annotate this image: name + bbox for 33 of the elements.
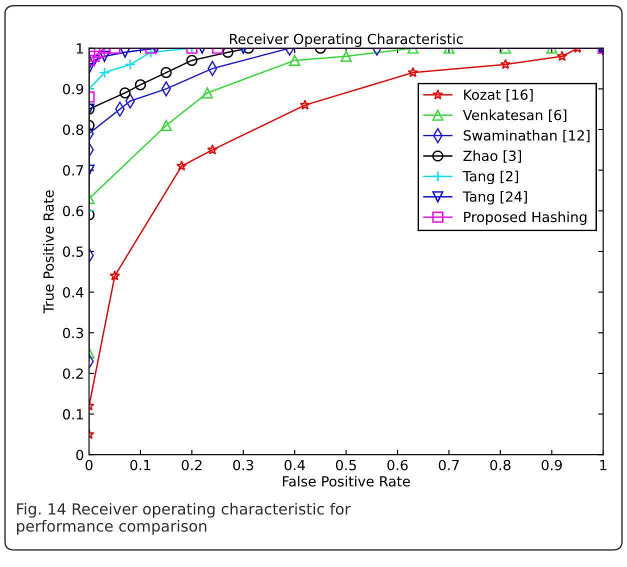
- x-tick-label: 0.5: [336, 460, 356, 470]
- y-tick-label: 0.5: [63, 246, 83, 257]
- legend-label: Venkatesan [6]: [462, 110, 566, 122]
- legend-label: Swaminathan [12]: [464, 130, 590, 142]
- y-tick-label: 1: [76, 43, 83, 54]
- x-tick-label: 0.6: [387, 460, 408, 470]
- x-tick-label: 0.2: [182, 460, 202, 470]
- y-tick-label: 0.1: [63, 409, 83, 420]
- x-tick-label: 0.7: [438, 460, 459, 470]
- y-tick-label: 0.8: [63, 124, 84, 135]
- x-tick-label: 0.8: [490, 460, 510, 470]
- x-axis-title: False Positive Rate: [282, 476, 410, 487]
- y-tick-label: 0.9: [63, 84, 84, 94]
- y-tick-label: 0.6: [63, 206, 84, 216]
- y-tick-label: 0.4: [63, 287, 84, 298]
- caption: Fig. 14 Receiver operating characteristic for performance comparison: [17, 502, 351, 535]
- x-tick-label: 0.1: [130, 460, 150, 470]
- y-tick-label: 0: [76, 450, 84, 460]
- x-tick-label: 1: [600, 460, 606, 470]
- legend-label: Tang [2]: [462, 170, 518, 184]
- y-tick-label: 0.3: [63, 328, 84, 338]
- legend-label: Kozat [16]: [464, 89, 533, 102]
- legend-label: Tang [24]: [462, 191, 527, 205]
- legend-label: Zhao [3]: [463, 150, 522, 163]
- chart-title: Receiver Operating Characteristic: [230, 33, 463, 47]
- x-tick-label: 0.4: [284, 460, 305, 470]
- y-tick-label: 0.7: [63, 165, 83, 176]
- y-axis-title: True Positive Rate: [43, 190, 54, 314]
- x-tick-label: 0.3: [233, 460, 254, 470]
- y-tick-label: 0.2: [63, 368, 83, 379]
- legend-label: Proposed Hashing: [464, 211, 586, 225]
- x-tick-label: 0.9: [542, 460, 562, 470]
- x-tick-label: 0: [86, 460, 93, 470]
